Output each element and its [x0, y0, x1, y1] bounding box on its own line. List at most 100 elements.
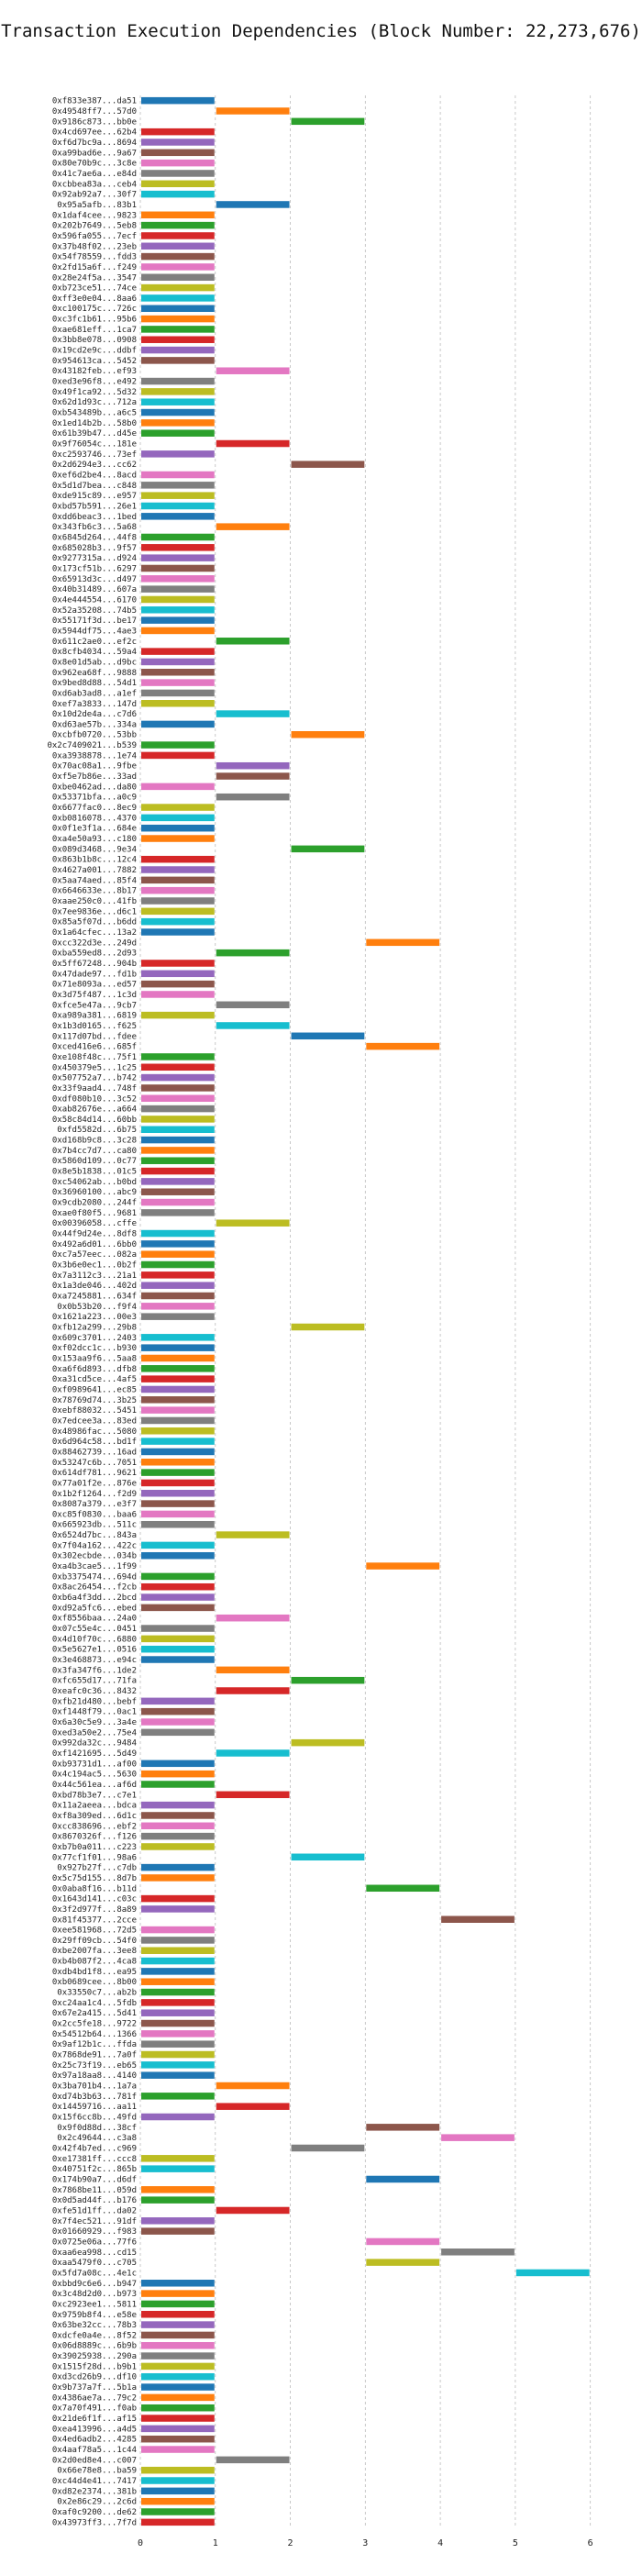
y-tick-label: 0xa31cd5ce...4af5 — [52, 1375, 137, 1384]
bar-57 — [141, 689, 215, 697]
bar-139 — [141, 1541, 215, 1549]
y-tick-label: 0x33550c7...ab2b — [57, 1989, 137, 1998]
y-tick-label: 0x0aba8f16...b11d — [52, 1884, 137, 1893]
y-tick-label: 0x3f2d977f...8a89 — [52, 1905, 137, 1915]
bar-220 — [141, 2383, 215, 2391]
bar-23 — [141, 336, 215, 343]
bar-85 — [141, 980, 215, 988]
y-tick-label: 0x5e5627e1...0516 — [52, 1646, 137, 1655]
bar-54 — [141, 658, 215, 666]
bar-115 — [141, 1292, 215, 1300]
bar-10 — [216, 201, 290, 208]
bar-45 — [141, 564, 215, 572]
y-tick-label: 0x0d5ad44f...b176 — [52, 2196, 137, 2205]
bar-160 — [141, 1760, 215, 1768]
y-tick-label: 0x5c75d155...8d7b — [52, 1874, 137, 1883]
bar-188 — [141, 2050, 215, 2059]
y-tick-label: 0x5ff67248...904b — [52, 960, 137, 969]
bar-131 — [141, 1459, 215, 1466]
y-tick-label: 0xae681eff...1ca7 — [52, 326, 137, 335]
y-tick-label: 0x2fd15a6f...f249 — [52, 263, 137, 272]
y-tick-label: 0xaf0c9200...de62 — [52, 2508, 137, 2517]
bar-200 — [366, 2175, 440, 2183]
bar-112 — [141, 1260, 215, 1269]
bar-70 — [141, 824, 215, 832]
bar-19 — [141, 294, 215, 302]
bar-166 — [141, 1822, 215, 1830]
bar-190 — [141, 2071, 215, 2079]
y-tick-label: 0xef6d2be4...8acd — [52, 472, 137, 481]
bar-80 — [141, 928, 215, 936]
y-tick-label: 0xc24aa1c4...5fdb — [52, 1999, 137, 2008]
y-tick-label: 0xc54062ab...b0bd — [52, 1178, 137, 1187]
bar-98 — [141, 1116, 215, 1123]
y-tick-label: 0x5860d109...0c77 — [52, 1157, 137, 1166]
bar-84 — [141, 970, 215, 978]
bar-148 — [141, 1635, 215, 1643]
y-tick-label: 0xfce5e47a...9cb7 — [52, 1001, 137, 1010]
bar-171 — [141, 1874, 215, 1882]
y-tick-label: 0x21de6f1f...af15 — [52, 2415, 137, 2424]
bar-102 — [141, 1157, 215, 1164]
y-tick-label: 0x49f1ca92...5d32 — [52, 388, 137, 397]
bar-94 — [141, 1073, 215, 1082]
y-tick-label: 0xfb21d480...bebf — [52, 1697, 137, 1706]
bar-77 — [141, 897, 215, 905]
y-tick-label: 0x2d6294e3...cc62 — [52, 461, 137, 470]
bar-75 — [141, 876, 215, 884]
bar-47 — [141, 585, 215, 593]
bar-59 — [216, 710, 290, 717]
bar-199 — [141, 2165, 215, 2172]
bar-76 — [141, 886, 215, 894]
y-tick-label: 0xb93731d1...af00 — [52, 1760, 137, 1769]
y-tick-label: 0x19cd2e9c...ddbf — [52, 347, 137, 356]
y-tick-label: 0xf5e7b86e...33ad — [52, 772, 137, 782]
y-tick-label: 0x8e01d5ab...d9bc — [52, 658, 137, 667]
y-tick-label: 0x6677fac0...8ec9 — [52, 804, 137, 813]
bar-46 — [141, 575, 215, 583]
y-tick-label: 0xf02dcc1c...b930 — [52, 1344, 137, 1353]
y-tick-label: 0xcc838696...ebf2 — [52, 1822, 137, 1831]
y-tick-label: 0xf6d7bc9a...8694 — [52, 139, 137, 148]
bar-193 — [216, 2103, 290, 2110]
bar-100 — [141, 1136, 215, 1144]
y-tick-label: 0xa989a381...6819 — [52, 1012, 137, 1021]
bar-231 — [141, 2497, 215, 2505]
bar-63 — [141, 751, 215, 760]
bar-97 — [141, 1105, 215, 1113]
bar-155 — [141, 1707, 215, 1715]
bar-56 — [141, 679, 215, 686]
bar-152 — [291, 1676, 365, 1684]
bar-161 — [141, 1770, 215, 1778]
bar-55 — [141, 669, 215, 676]
bar-67 — [216, 793, 290, 801]
y-tick-label: 0xcbbea83a...ceb4 — [52, 180, 137, 189]
bar-21 — [141, 315, 215, 323]
bar-150 — [141, 1656, 215, 1663]
bar-219 — [141, 2372, 215, 2381]
bar-78 — [141, 907, 215, 916]
y-tick-label: 0xbd57b591...26e1 — [52, 502, 137, 511]
bar-9 — [141, 190, 215, 198]
y-tick-label: 0xebf88032...5451 — [52, 1406, 137, 1416]
bar-212 — [141, 2300, 215, 2308]
y-tick-label: 0x78769d74...3b25 — [52, 1396, 137, 1405]
y-tick-label: 0x54512b64...1366 — [52, 2030, 137, 2039]
bar-202 — [141, 2196, 215, 2204]
y-tick-label: 0x49548ff7...57d0 — [52, 107, 137, 117]
bar-1 — [216, 107, 290, 115]
y-tick-label: 0x3d75f487...1c3d — [52, 991, 137, 1000]
y-tick-label: 0xfb12a299...29b8 — [52, 1323, 137, 1332]
y-tick-label: 0xbe2007fa...3ee8 — [52, 1947, 137, 1956]
bar-51 — [141, 627, 215, 635]
y-tick-label: 0x1515f28d...b9b1 — [52, 2362, 137, 2371]
x-tick-label: 3 — [362, 2538, 368, 2548]
y-tick-label: 0xf0989641...ec85 — [52, 1385, 137, 1394]
y-tick-label: 0xa7245881...634f — [52, 1293, 137, 1302]
y-tick-label: 0x9b737a7f...5b1a — [52, 2383, 137, 2393]
bar-27 — [141, 377, 215, 385]
y-tick-label: 0x40751f2c...865b — [52, 2165, 137, 2174]
bar-165 — [141, 1812, 215, 1819]
bar-204 — [141, 2217, 215, 2225]
y-tick-label: 0x58c84d14...60bb — [52, 1116, 137, 1125]
